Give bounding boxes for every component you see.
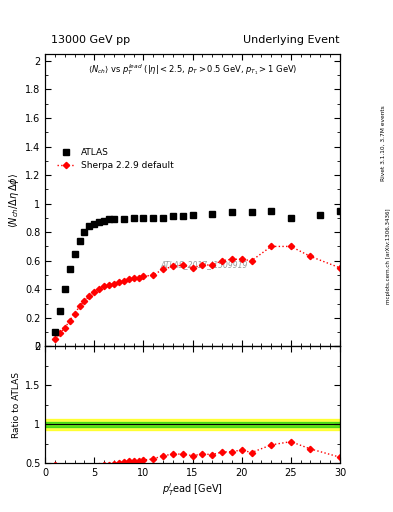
ATLAS <box>151 215 156 221</box>
Sherpa 2.2.9 default <box>338 265 342 271</box>
Sherpa 2.2.9 default <box>68 317 72 324</box>
ATLAS <box>112 216 116 222</box>
Sherpa 2.2.9 default <box>190 265 195 271</box>
Sherpa 2.2.9 default <box>161 266 165 272</box>
Sherpa 2.2.9 default <box>230 256 234 262</box>
ATLAS <box>141 215 146 221</box>
Legend: ATLAS, Sherpa 2.2.9 default: ATLAS, Sherpa 2.2.9 default <box>54 144 177 174</box>
ATLAS <box>190 212 195 218</box>
ATLAS <box>57 308 62 314</box>
ATLAS <box>121 216 126 222</box>
ATLAS <box>62 286 67 292</box>
Sherpa 2.2.9 default <box>288 243 293 249</box>
Line: ATLAS: ATLAS <box>51 207 343 335</box>
Text: Underlying Event: Underlying Event <box>243 35 340 45</box>
ATLAS <box>68 266 72 272</box>
Sherpa 2.2.9 default <box>97 286 101 292</box>
Text: ATLAS_2017_I1509919: ATLAS_2017_I1509919 <box>161 260 248 269</box>
ATLAS <box>171 214 175 220</box>
Sherpa 2.2.9 default <box>141 273 146 280</box>
ATLAS <box>102 218 107 224</box>
Text: $\langle N_{ch}\rangle$ vs $p_{T}^{lead}$ ($|\eta|<2.5,\,p_{T}>0.5$ GeV, $p_{T_{: $\langle N_{ch}\rangle$ vs $p_{T}^{lead}… <box>88 62 298 77</box>
ATLAS <box>230 209 234 215</box>
Sherpa 2.2.9 default <box>112 281 116 287</box>
Sherpa 2.2.9 default <box>107 282 112 288</box>
Y-axis label: $\langle N_{ch}/\Delta\eta\,\Delta\phi\rangle$: $\langle N_{ch}/\Delta\eta\,\Delta\phi\r… <box>7 173 21 228</box>
X-axis label: $p_{T}^{l}$ead [GeV]: $p_{T}^{l}$ead [GeV] <box>162 481 223 498</box>
ATLAS <box>92 221 97 227</box>
ATLAS <box>53 329 57 335</box>
Sherpa 2.2.9 default <box>57 330 62 336</box>
ATLAS <box>161 215 165 221</box>
Text: mcplots.cern.ch [arXiv:1306.3436]: mcplots.cern.ch [arXiv:1306.3436] <box>386 208 391 304</box>
ATLAS <box>87 223 92 229</box>
Sherpa 2.2.9 default <box>136 275 141 281</box>
ATLAS <box>269 208 274 214</box>
Sherpa 2.2.9 default <box>116 279 121 285</box>
ATLAS <box>82 229 87 235</box>
Sherpa 2.2.9 default <box>200 262 205 268</box>
Sherpa 2.2.9 default <box>126 276 131 282</box>
Sherpa 2.2.9 default <box>62 325 67 331</box>
Sherpa 2.2.9 default <box>151 272 156 278</box>
Text: 13000 GeV pp: 13000 GeV pp <box>51 35 130 45</box>
Sherpa 2.2.9 default <box>72 310 77 316</box>
ATLAS <box>107 216 112 222</box>
Sherpa 2.2.9 default <box>171 263 175 269</box>
Sherpa 2.2.9 default <box>53 336 57 342</box>
Sherpa 2.2.9 default <box>102 283 107 289</box>
Sherpa 2.2.9 default <box>249 258 254 264</box>
Sherpa 2.2.9 default <box>220 258 224 264</box>
ATLAS <box>97 219 101 225</box>
ATLAS <box>180 214 185 220</box>
ATLAS <box>131 215 136 221</box>
Line: Sherpa 2.2.9 default: Sherpa 2.2.9 default <box>55 246 340 339</box>
Y-axis label: Ratio to ATLAS: Ratio to ATLAS <box>12 372 21 438</box>
Sherpa 2.2.9 default <box>180 262 185 268</box>
ATLAS <box>77 238 82 244</box>
Sherpa 2.2.9 default <box>210 262 215 268</box>
ATLAS <box>318 212 323 218</box>
Sherpa 2.2.9 default <box>308 253 313 260</box>
ATLAS <box>338 208 342 214</box>
Sherpa 2.2.9 default <box>77 303 82 309</box>
Sherpa 2.2.9 default <box>239 256 244 262</box>
Sherpa 2.2.9 default <box>92 289 97 295</box>
ATLAS <box>72 250 77 257</box>
ATLAS <box>249 209 254 215</box>
Sherpa 2.2.9 default <box>269 243 274 249</box>
Sherpa 2.2.9 default <box>87 293 92 300</box>
ATLAS <box>288 215 293 221</box>
Sherpa 2.2.9 default <box>131 275 136 281</box>
Sherpa 2.2.9 default <box>82 297 87 304</box>
ATLAS <box>210 210 215 217</box>
Text: Rivet 3.1.10, 3.7M events: Rivet 3.1.10, 3.7M events <box>381 105 386 181</box>
Sherpa 2.2.9 default <box>121 278 126 284</box>
